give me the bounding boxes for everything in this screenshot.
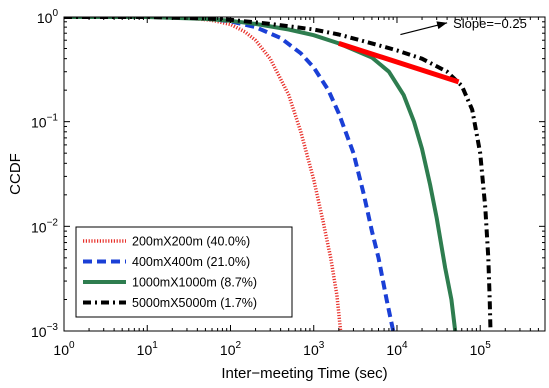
- y-axis-label: CCDF: [7, 153, 24, 195]
- annotation-layer: Slope=−0.25: [400, 16, 527, 36]
- slope-line: [338, 40, 460, 85]
- y-tick-label: 10−3: [31, 322, 58, 340]
- x-tick-label: 100: [53, 340, 75, 358]
- plot-frame: [63, 16, 546, 332]
- x-tick-label: 104: [386, 340, 408, 358]
- series-line-1: [64, 17, 343, 331]
- legend-label: 5000mX5000m (1.7%): [132, 296, 257, 310]
- legend-label: 1000mX1000m (8.7%): [132, 276, 257, 290]
- slope-layer: [338, 40, 460, 85]
- annotation-arrow-head: [436, 21, 448, 30]
- x-tick-label: 103: [303, 340, 325, 358]
- y-tick-label: 10−2: [31, 217, 58, 235]
- ticks-layer: 100 101 102 103 104 105 10−3 10−2 10−1 100: [31, 8, 546, 358]
- legend: 200mX200m (40.0%) 400mX400m (21.0%) 1000mX…: [75, 226, 293, 318]
- legend-label: 200mX200m (40.0%): [132, 235, 250, 249]
- x-tick-label: 101: [137, 340, 159, 358]
- x-axis-label: Inter−meeting Time (sec): [221, 365, 387, 382]
- slope-annotation: Slope=−0.25: [453, 16, 527, 31]
- x-tick-label: 102: [220, 340, 242, 358]
- legend-label: 400mX400m (21.0%): [132, 255, 250, 269]
- x-tick-label: 105: [470, 340, 492, 358]
- y-tick-label: 100: [37, 8, 59, 26]
- y-tick-label: 10−1: [31, 113, 58, 131]
